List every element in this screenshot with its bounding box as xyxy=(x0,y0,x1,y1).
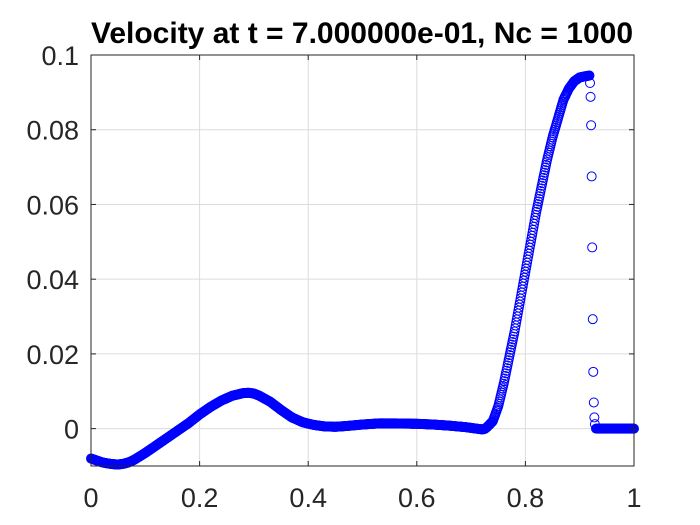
data-points xyxy=(86,70,639,470)
data-point xyxy=(587,314,598,325)
data-point xyxy=(587,242,598,253)
y-tick-label: 0.06 xyxy=(26,190,79,220)
data-point xyxy=(586,120,597,131)
data-point xyxy=(586,171,597,182)
y-tick-label: 0.02 xyxy=(26,340,79,370)
data-point xyxy=(585,91,596,102)
x-tick-label: 1 xyxy=(626,483,641,513)
plot-frame xyxy=(90,54,635,467)
grid-lines xyxy=(91,55,634,466)
data-point xyxy=(588,366,599,377)
x-tick-label: 0.2 xyxy=(181,483,219,513)
y-tick-label: 0.04 xyxy=(26,265,79,295)
x-tick-label: 0.4 xyxy=(289,483,327,513)
data-point xyxy=(585,78,596,89)
x-tick-label: 0.8 xyxy=(507,483,545,513)
tick-labels: 0 0.2 0.4 0.6 0.8 1 0 0.02 0.04 0.06 0.08 0.1 xyxy=(26,41,641,513)
y-tick-label: 0.1 xyxy=(41,41,79,71)
data-point xyxy=(588,397,599,408)
y-tick-label: 0.08 xyxy=(26,116,79,146)
data-point xyxy=(589,412,600,423)
axes xyxy=(90,54,635,467)
x-tick-label: 0.6 xyxy=(398,483,436,513)
x-tick-label: 0 xyxy=(83,483,98,513)
chart-title: Velocity at t = 7.000000e-01, Nc = 1000 xyxy=(91,17,633,50)
data-point xyxy=(584,70,595,81)
y-tick-label: 0 xyxy=(64,415,79,445)
